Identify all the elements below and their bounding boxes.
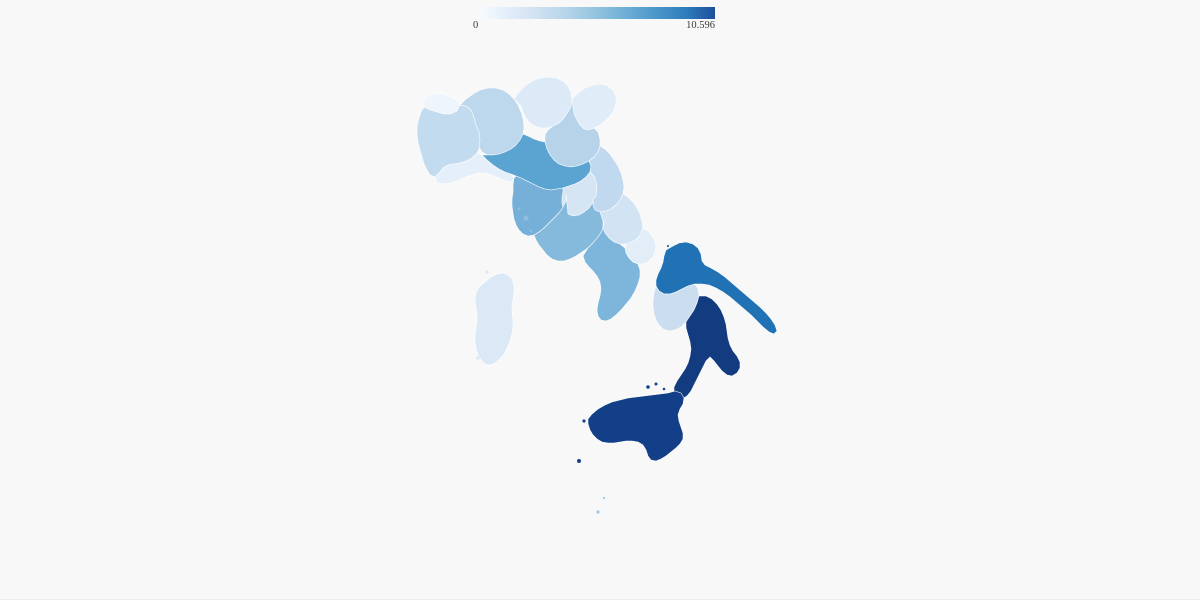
islet-lampedusa bbox=[596, 510, 600, 514]
islet-ischia bbox=[598, 311, 602, 315]
legend-max-label: 10.596 bbox=[686, 20, 715, 31]
color-legend: 0 10.596 bbox=[473, 7, 715, 33]
islet-elba bbox=[523, 215, 529, 221]
islet-capraia bbox=[517, 207, 521, 211]
region-sardegna[interactable] bbox=[475, 273, 514, 365]
colorbar-gradient bbox=[478, 7, 715, 19]
islet-asinara bbox=[485, 270, 489, 274]
region-campania[interactable] bbox=[583, 224, 640, 321]
islet-giglio bbox=[529, 229, 533, 233]
islet-linosa bbox=[602, 496, 606, 500]
islet-eolie-b bbox=[654, 382, 658, 386]
islet-egadi bbox=[582, 419, 586, 423]
legend-min-label: 0 bbox=[473, 20, 479, 31]
region-sicilia[interactable] bbox=[588, 391, 684, 461]
islet-pantelleria bbox=[577, 459, 581, 463]
islet-santantioco bbox=[476, 356, 480, 360]
islet-capri bbox=[606, 315, 610, 319]
islet-tremiti bbox=[666, 244, 670, 248]
region-calabria[interactable] bbox=[674, 296, 740, 399]
islet-eolie-a bbox=[646, 385, 650, 389]
islet-eolie-c bbox=[662, 387, 666, 391]
